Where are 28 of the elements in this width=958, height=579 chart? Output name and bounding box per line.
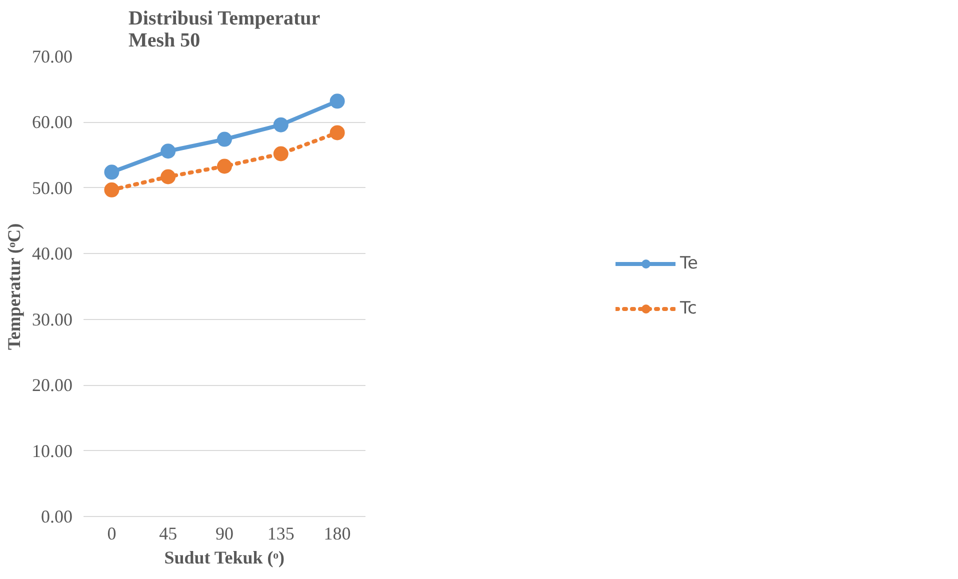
point	[104, 164, 120, 180]
x-tick-label: 135	[267, 524, 294, 544]
y-tick-label: 40.00	[32, 244, 72, 264]
point	[217, 158, 232, 174]
y-tick-label: 70.00	[32, 46, 72, 66]
y-tick-label: 20.00	[32, 375, 72, 396]
x-tick-label: 0	[107, 524, 116, 544]
y-tick-label: 60.00	[32, 112, 72, 132]
x-axis-title: Sudut Tekuk (ᵒ)	[164, 548, 284, 568]
x-tick-label: 90	[216, 524, 234, 544]
point	[330, 94, 345, 109]
x-tick-label: 45	[159, 524, 178, 544]
legend-label: Te	[680, 254, 699, 274]
point	[160, 144, 176, 159]
point	[273, 117, 288, 132]
chart-title: Distribusi Temperatur Mesh 50	[128, 8, 320, 52]
point	[217, 132, 232, 147]
legend-label: Tc	[680, 298, 698, 318]
point	[330, 125, 345, 140]
y-tick-label: 10.00	[32, 440, 72, 461]
x-tick-label: 180	[324, 524, 351, 544]
point	[160, 169, 176, 184]
point	[273, 146, 288, 162]
y-axis-title: Temperatur (ᵒC)	[4, 223, 24, 350]
y-tick-label: 0.00	[41, 506, 72, 526]
y-tick-label: 30.00	[32, 309, 72, 330]
point	[104, 182, 120, 198]
y-tick-label: 50.00	[32, 178, 72, 198]
